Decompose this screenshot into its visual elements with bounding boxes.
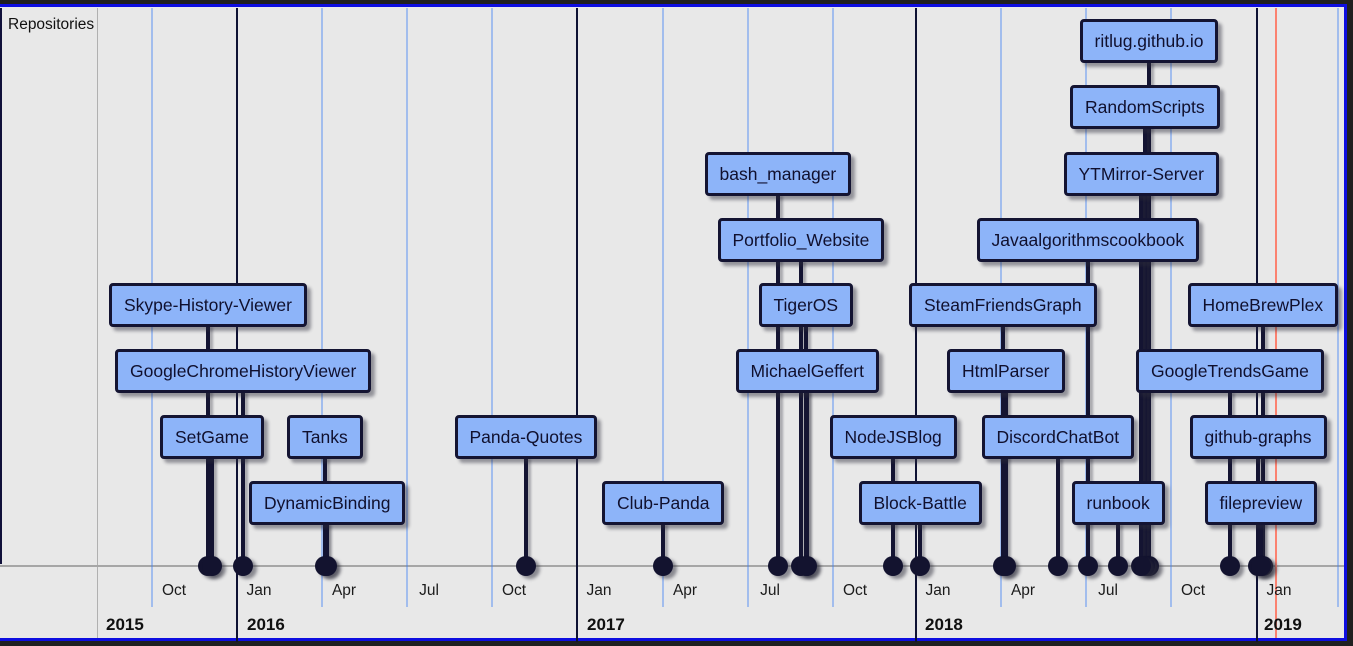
month-tick-label: Apr <box>331 582 357 599</box>
repo-label-box[interactable]: HomeBrewPlex <box>1187 283 1339 327</box>
repo-label-box[interactable]: Club-Panda <box>602 481 725 525</box>
plot-left-spine <box>0 8 2 564</box>
repo-label-box[interactable]: HtmlParser <box>947 349 1065 393</box>
y-axis-line <box>96 8 98 638</box>
year-tick-label: 2018 <box>925 615 963 634</box>
repo-stem <box>210 456 214 569</box>
repo-date-dot <box>910 556 930 576</box>
repo-label-box[interactable]: RandomScripts <box>1070 85 1220 129</box>
repo-label-box[interactable]: DynamicBinding <box>249 481 406 525</box>
quarter-gridline <box>491 8 493 607</box>
month-tick-label: Oct <box>501 582 527 599</box>
repo-label-box[interactable]: runbook <box>1071 481 1165 525</box>
repo-date-dot <box>233 556 253 576</box>
month-tick-label: Apr <box>672 582 698 599</box>
repo-label-box[interactable]: SetGame <box>160 415 264 459</box>
repo-stem <box>918 522 922 569</box>
repo-date-dot <box>1078 556 1098 576</box>
repo-label-box[interactable]: Block-Battle <box>858 481 982 525</box>
repo-label-box[interactable]: bash_manager <box>704 152 852 196</box>
repo-stem <box>524 456 528 569</box>
repo-date-dot <box>1220 556 1240 576</box>
repo-stem <box>1086 259 1090 569</box>
repo-date-dot <box>768 556 788 576</box>
repo-label-box[interactable]: GoogleChromeHistoryViewer <box>115 349 372 393</box>
repo-stem <box>1143 126 1147 569</box>
repo-label-box[interactable]: Portfolio_Website <box>717 218 885 262</box>
repo-stem <box>241 390 245 569</box>
repo-stem <box>325 522 329 569</box>
repo-label-box[interactable]: Tanks <box>287 415 363 459</box>
repo-date-dot <box>1048 556 1068 576</box>
repo-label-box[interactable]: YTMirror-Server <box>1063 152 1219 196</box>
year-tick-label: 2019 <box>1264 615 1302 634</box>
year-tick-label: 2017 <box>587 615 625 634</box>
month-tick-label: Jan <box>925 582 951 599</box>
quarter-gridline <box>747 8 749 607</box>
repo-date-dot <box>996 556 1016 576</box>
repo-date-dot <box>1108 556 1128 576</box>
repo-date-dot <box>516 556 536 576</box>
quarter-gridline <box>321 8 323 607</box>
month-tick-label: Jul <box>419 582 439 599</box>
month-tick-label: Oct <box>1180 582 1206 599</box>
quarter-gridline <box>406 8 408 607</box>
year-tick-label: 2016 <box>247 615 285 634</box>
year-gridline <box>576 8 578 642</box>
repo-label-box[interactable]: ritlug.github.io <box>1079 19 1219 63</box>
repo-stem <box>1259 522 1263 569</box>
year-tick-label: 2015 <box>106 615 144 634</box>
repo-date-dot <box>202 556 222 576</box>
timeline-panel: Repositories Oct Jan Apr Jul Oct Jan Apr Jul Oct… <box>0 4 1347 642</box>
repo-stem <box>1116 522 1120 569</box>
month-tick-label: Oct <box>842 582 868 599</box>
repo-stem <box>1228 390 1232 569</box>
repo-stem <box>805 390 809 569</box>
month-tick-label: Jan <box>586 582 612 599</box>
repo-date-dot <box>1251 556 1271 576</box>
month-tick-label: Jan <box>246 582 272 599</box>
repo-label-box[interactable]: MichaelGeffert <box>735 349 879 393</box>
repo-label-box[interactable]: filepreview <box>1204 481 1318 525</box>
repo-stem <box>1004 390 1008 569</box>
repo-date-dot <box>797 556 817 576</box>
quarter-gridline <box>1170 8 1172 607</box>
repo-label-box[interactable]: Javaalgorithmscookbook <box>976 218 1200 262</box>
repo-label-box[interactable]: TigerOS <box>758 283 854 327</box>
repo-label-box[interactable]: SteamFriendsGraph <box>909 283 1097 327</box>
plot-area: Repositories Oct Jan Apr Jul Oct Jan Apr Jul Oct… <box>0 7 1344 642</box>
repo-stem <box>1147 60 1151 569</box>
repo-stem <box>799 259 803 569</box>
repo-date-dot <box>653 556 673 576</box>
repo-stem <box>1056 456 1060 569</box>
repo-label-box[interactable]: DiscordChatBot <box>981 415 1135 459</box>
month-tick-label: Apr <box>1010 582 1036 599</box>
repo-label-box[interactable]: GoogleTrendsGame <box>1136 349 1324 393</box>
repo-date-dot <box>883 556 903 576</box>
month-tick-label: Oct <box>161 582 187 599</box>
repo-stem <box>661 522 665 569</box>
y-axis-label: Repositories <box>8 16 95 33</box>
month-tick-label: Jul <box>760 582 780 599</box>
repo-label-box[interactable]: NodeJSBlog <box>829 415 957 459</box>
repo-label-box[interactable]: Skype-History-Viewer <box>109 283 307 327</box>
quarter-gridline <box>662 8 664 607</box>
month-tick-label: Jul <box>1098 582 1118 599</box>
repo-date-dot <box>317 556 337 576</box>
repo-label-box[interactable]: Panda-Quotes <box>454 415 598 459</box>
repo-date-dot <box>1131 556 1151 576</box>
month-tick-label: Jan <box>1266 582 1292 599</box>
repo-label-box[interactable]: github-graphs <box>1189 415 1327 459</box>
